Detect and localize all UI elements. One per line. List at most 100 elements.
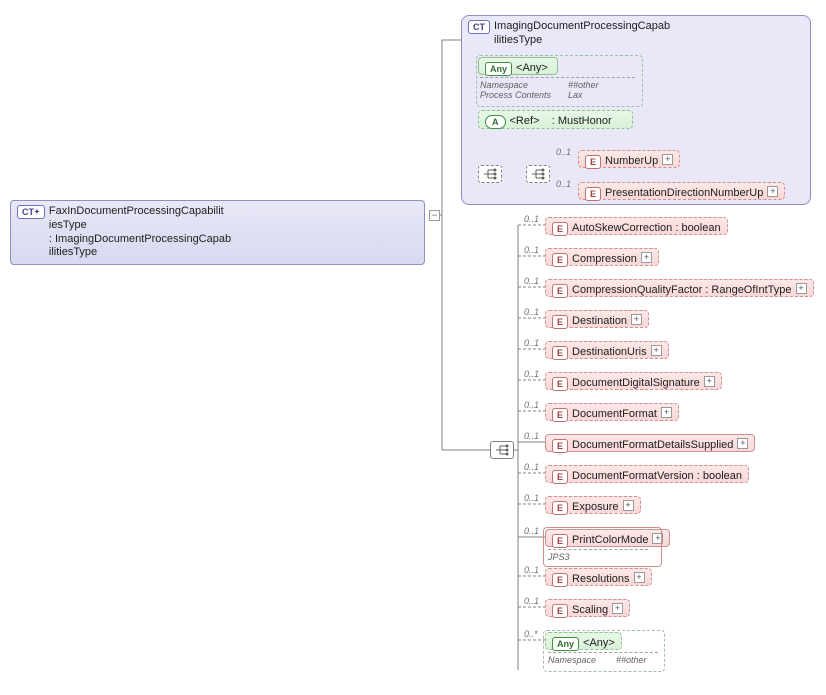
element-name: DestinationUris: [572, 346, 647, 360]
root-base: : ImagingDocumentProcessingCapab ilities…: [49, 233, 231, 261]
pc-val: Lax: [568, 90, 583, 100]
element-name: AutoSkewCorrection : boolean: [572, 222, 721, 236]
element-presentationdir: E PresentationDirectionNumberUp +: [578, 182, 785, 200]
ns-val: ##other: [616, 655, 647, 665]
ns-key: Namespace: [548, 655, 608, 665]
ct-badge: CT✦: [17, 205, 45, 219]
card-e2: 0..1: [556, 179, 571, 189]
e-badge: E: [552, 408, 568, 422]
e-badge: E: [585, 155, 601, 169]
ns-key: Namespace: [480, 80, 560, 90]
card-any2: 0..*: [524, 629, 538, 639]
cardinality: 0..1: [524, 245, 539, 255]
cardinality: 0..1: [524, 431, 539, 441]
ref-attribute: A <Ref> : MustHonor: [478, 110, 633, 129]
base-type-header: CT ImagingDocumentProcessingCapab ilitie…: [468, 20, 670, 48]
e-name: PresentationDirectionNumberUp: [605, 187, 763, 201]
e-badge: E: [552, 604, 568, 618]
any-badge: Any: [485, 62, 512, 76]
any-element-2: Any <Any>: [545, 632, 622, 650]
root-name: FaxInDocumentProcessingCapabilit iesType: [49, 205, 239, 233]
e-badge: E: [552, 501, 568, 515]
cardinality: 0..1: [524, 338, 539, 348]
e-badge: E: [585, 187, 601, 201]
sequence-icon: [490, 441, 514, 459]
e-badge: E: [552, 470, 568, 484]
any-element-1: Any <Any>: [478, 57, 558, 75]
expand-icon[interactable]: +: [631, 314, 642, 325]
element-numberup: E NumberUp +: [578, 150, 680, 168]
e-badge: E: [552, 377, 568, 391]
cardinality: 0..1: [524, 462, 539, 472]
element-name: DocumentFormatVersion : boolean: [572, 470, 742, 484]
element-name: DocumentDigitalSignature: [572, 377, 700, 391]
expand-icon[interactable]: +: [767, 186, 778, 197]
expand-icon[interactable]: +: [612, 603, 623, 614]
pc-key: Process Contents: [480, 90, 560, 100]
element-box: E CompressionQualityFactor : RangeOfIntTy…: [545, 279, 814, 297]
base-type-name: ImagingDocumentProcessingCapab ilitiesTy…: [494, 20, 670, 48]
sequence-icon: [526, 165, 550, 183]
element-name: PrintColorMode: [572, 534, 648, 548]
e-badge: E: [552, 315, 568, 329]
sequence-icon: [478, 165, 502, 183]
element-box: EDestinationUris+: [545, 341, 669, 359]
element-name: CompressionQualityFactor : RangeOfIntTyp…: [572, 284, 791, 298]
element-box: E AutoSkewCorrection : boolean: [545, 217, 728, 235]
e-badge: E: [552, 439, 568, 453]
expand-icon[interactable]: +: [737, 438, 748, 449]
ref-label: <Ref> : MustHonor: [510, 115, 627, 129]
expand-icon[interactable]: +: [704, 376, 715, 387]
element-box: E Compression +: [545, 248, 659, 266]
expand-icon[interactable]: +: [623, 500, 634, 511]
expand-icon[interactable]: +: [634, 572, 645, 583]
expand-root[interactable]: −: [429, 210, 440, 221]
element-name: Exposure: [572, 501, 618, 515]
element-name: DocumentFormat: [572, 408, 657, 422]
element-box: E DocumentFormatDetailsSupplied +: [545, 434, 755, 452]
element-box: E Destination +: [545, 310, 649, 328]
cardinality: 0..1: [524, 596, 539, 606]
element-box: E PrintColorMode +: [545, 529, 670, 547]
e-badge: E: [552, 253, 568, 267]
expand-icon[interactable]: +: [796, 283, 807, 294]
element-box: E DocumentDigitalSignature +: [545, 372, 722, 390]
cardinality: 0..1: [524, 493, 539, 503]
any-badge: Any: [552, 637, 579, 651]
element-name: Resolutions: [572, 573, 629, 587]
element-sub: JPS3: [548, 549, 648, 562]
any-name: <Any>: [583, 637, 615, 651]
e-badge: E: [552, 222, 568, 236]
cardinality: 0..1: [524, 526, 539, 536]
cardinality: 0..1: [524, 214, 539, 224]
element-box: E Exposure +: [545, 496, 641, 514]
expand-icon[interactable]: +: [651, 345, 662, 356]
expand-icon[interactable]: +: [662, 154, 673, 165]
root-type-label: FaxInDocumentProcessingCapabilit iesType…: [49, 205, 418, 260]
cardinality: 0..1: [524, 400, 539, 410]
expand-icon[interactable]: +: [652, 533, 663, 544]
a-badge: A: [485, 115, 506, 129]
any-name: <Any>: [516, 62, 551, 76]
element-name: Compression: [572, 253, 637, 267]
element-box: EScaling+: [545, 599, 630, 617]
element-name: Destination: [572, 315, 627, 329]
any-1-details: Namespace ##other Process Contents Lax: [480, 77, 635, 100]
expand-icon[interactable]: +: [641, 252, 652, 263]
element-box: E DocumentFormatVersion : boolean: [545, 465, 749, 483]
expand-icon[interactable]: +: [661, 407, 672, 418]
e-badge: E: [552, 534, 568, 548]
cardinality: 0..1: [524, 307, 539, 317]
ns-val: ##other: [568, 80, 599, 90]
root-complex-type: CT✦ FaxInDocumentProcessingCapabilit ies…: [10, 200, 425, 265]
e-badge: E: [552, 284, 568, 298]
card-e1: 0..1: [556, 147, 571, 157]
cardinality: 0..1: [524, 369, 539, 379]
element-box: E DocumentFormat +: [545, 403, 679, 421]
e-badge: E: [552, 573, 568, 587]
element-box: E Resolutions +: [545, 568, 652, 586]
ct-badge: CT: [468, 20, 490, 34]
cardinality: 0..1: [524, 276, 539, 286]
element-name: DocumentFormatDetailsSupplied: [572, 439, 733, 453]
any-2-details: Namespace ##other: [548, 652, 658, 665]
